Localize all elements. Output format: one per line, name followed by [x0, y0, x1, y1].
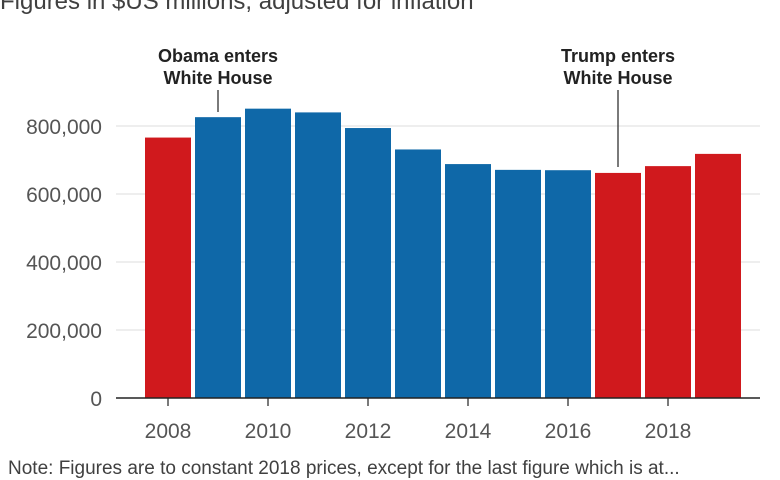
bar-2018: [645, 166, 691, 398]
bar-2015: [495, 169, 541, 398]
x-tick-label: 2018: [645, 420, 692, 443]
y-tick-label: 200,000: [26, 320, 102, 343]
x-axis-labels: 2008 2010 2012 2014 2016 2018: [145, 398, 692, 443]
bar-2012: [345, 128, 391, 399]
x-tick-label: 2012: [345, 420, 392, 443]
bar-2011: [295, 112, 341, 399]
x-tick-label: 2008: [145, 420, 192, 443]
bar-2009: [195, 117, 241, 398]
annotation-line-2: White House: [563, 68, 672, 88]
bar-2017: [595, 172, 641, 398]
bar-2014: [445, 164, 491, 398]
chart-note: Note: Figures are to constant 2018 price…: [8, 458, 680, 479]
bars: [145, 108, 741, 399]
annotation-line-2: White House: [163, 68, 272, 88]
y-axis-labels: 0 200,000 400,000 600,000 800,000: [26, 116, 102, 411]
bar-2016: [545, 170, 591, 398]
y-tick-label: 0: [90, 388, 102, 411]
x-tick-label: 2016: [545, 420, 592, 443]
bar-2013: [395, 149, 441, 398]
y-tick-label: 800,000: [26, 116, 102, 139]
chart-subtitle: Figures in $US millions, adjusted for in…: [0, 0, 474, 15]
annotation-line-1: Obama enters: [158, 46, 278, 66]
bar-2019: [695, 153, 741, 398]
y-tick-label: 400,000: [26, 252, 102, 275]
x-tick-label: 2014: [445, 420, 492, 443]
x-tick-label: 2010: [245, 420, 292, 443]
annotation-line-1: Trump enters: [561, 46, 675, 66]
y-tick-label: 600,000: [26, 184, 102, 207]
bar-2010: [245, 108, 291, 398]
bar-2008: [145, 137, 191, 398]
